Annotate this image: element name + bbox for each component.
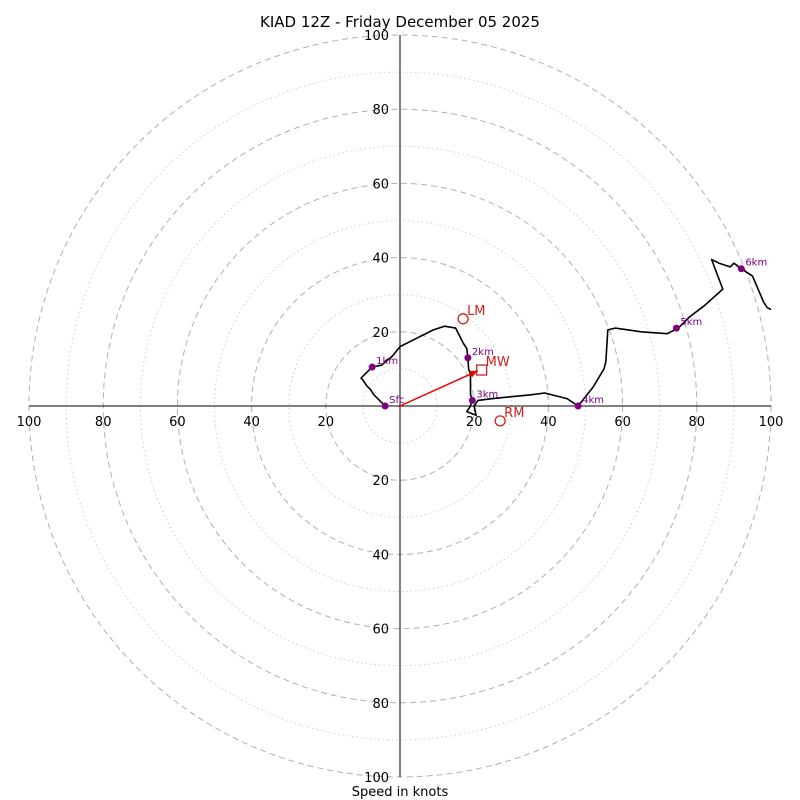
height-label-6km: 6km — [745, 258, 767, 269]
tick-label-top-20: 20 — [372, 326, 389, 341]
storm-marker-rm — [494, 415, 506, 427]
storm-label-mw: MW — [486, 355, 510, 370]
tick-label-top-40: 40 — [372, 252, 389, 267]
tick-label-left-60: 60 — [169, 415, 186, 430]
height-marker-5km — [672, 324, 680, 332]
tick-labels: 100 80 60 40 20 20 40 60 80 100 100 80 60 40 20 20 40 60 8… — [17, 29, 784, 786]
tick-label-right-40: 40 — [540, 415, 557, 430]
tick-label-left-80: 80 — [95, 415, 112, 430]
tick-label-bottom-100: 100 — [364, 771, 389, 786]
mean-wind-arrowhead — [469, 370, 478, 378]
height-marker-sfc — [381, 402, 389, 410]
height-label-sfc: Sfc — [389, 395, 404, 406]
height-marker-4km — [574, 402, 582, 410]
tick-label-left-40: 40 — [243, 415, 260, 430]
mean-wind-vector-group — [399, 370, 479, 407]
tick-label-top-60: 60 — [372, 177, 389, 192]
tick-label-bottom-40: 40 — [372, 548, 389, 563]
tick-label-bottom-60: 60 — [372, 623, 389, 638]
tick-label-top-80: 80 — [372, 103, 389, 118]
tick-label-left-20: 20 — [318, 415, 335, 430]
height-label-2km: 2km — [472, 347, 494, 358]
x-axis-label: Speed in knots — [352, 785, 449, 800]
height-label-4km: 4km — [582, 395, 604, 406]
storm-label-lm: LM — [467, 304, 485, 319]
height-label-3km: 3km — [476, 389, 498, 400]
tick-label-right-80: 80 — [689, 415, 706, 430]
tick-label-right-100: 100 — [759, 415, 784, 430]
tick-label-bottom-20: 20 — [372, 474, 389, 489]
tick-label-right-20: 20 — [466, 415, 483, 430]
tick-label-right-60: 60 — [614, 415, 631, 430]
hodograph-trace-group — [360, 258, 772, 417]
chart-title: KIAD 12Z - Friday December 05 2025 — [260, 13, 540, 31]
mean-wind-vector — [399, 370, 479, 407]
tick-label-left-100: 100 — [17, 415, 42, 430]
storm-motion-markers: LM RM MW — [457, 304, 524, 427]
height-label-1km: 1km — [376, 356, 398, 367]
tick-label-bottom-80: 80 — [372, 697, 389, 712]
storm-label-rm: RM — [504, 406, 524, 421]
storm-marker-mw — [475, 364, 488, 376]
height-marker-2km — [464, 354, 472, 362]
hodograph-trace — [360, 258, 772, 417]
height-label-5km: 5km — [680, 317, 702, 328]
tick-label-top-100: 100 — [364, 29, 389, 44]
storm-marker-lm — [457, 313, 469, 325]
height-marker-6km — [737, 265, 745, 273]
height-marker-1km — [368, 363, 376, 371]
height-marker-3km — [468, 396, 476, 404]
height-markers: Sfc 1km 2km 3km 4km 5km 6km — [368, 258, 767, 410]
